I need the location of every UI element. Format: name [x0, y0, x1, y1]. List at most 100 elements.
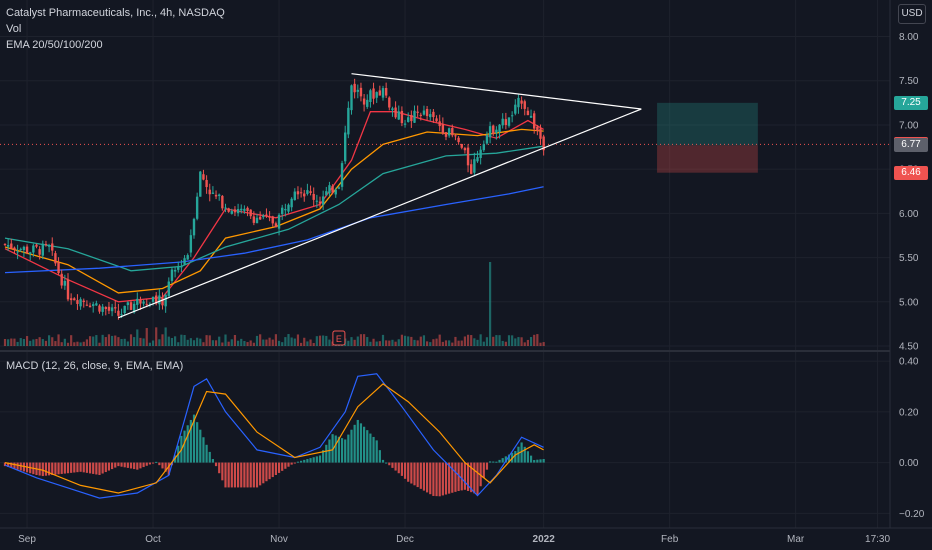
trendline	[351, 73, 642, 110]
volume-bar	[85, 339, 88, 346]
candle-body	[129, 302, 133, 310]
volume-bar	[240, 338, 243, 346]
macd-histogram-bar	[312, 457, 315, 463]
macd-histogram-bar	[214, 462, 218, 467]
macd-histogram-bar	[13, 462, 16, 469]
volume-bar	[375, 341, 378, 346]
candle-body	[104, 307, 107, 309]
symbol-title[interactable]: Catalyst Pharmaceuticals, Inc., 4h, NASD…	[6, 7, 225, 19]
candle-body	[32, 245, 35, 253]
volume-bar	[498, 335, 501, 346]
candle-body	[340, 163, 344, 187]
volume-bar	[186, 339, 189, 346]
volume-bar	[426, 341, 429, 346]
volume-bar	[318, 335, 322, 346]
volume-bar	[79, 342, 82, 346]
candle-body	[224, 207, 227, 209]
volume-bar	[400, 334, 403, 346]
candle-body	[281, 207, 284, 215]
macd-histogram-bar	[473, 462, 476, 494]
macd-histogram-bar	[167, 462, 170, 475]
macd-histogram-bar	[101, 462, 104, 474]
volume-bar	[359, 334, 363, 346]
volume-bar	[517, 337, 520, 346]
candle-body	[180, 266, 183, 268]
macd-histogram-bar	[375, 440, 378, 463]
macd-histogram-bar	[243, 462, 246, 488]
volume-bar	[438, 334, 441, 346]
volume-bar	[145, 328, 148, 346]
volume-bar	[107, 334, 111, 346]
volume-bar	[88, 336, 92, 346]
candle-body	[240, 208, 243, 211]
volume-bar	[35, 338, 38, 346]
time-tick-label: Nov	[270, 534, 288, 545]
volume-bar	[306, 341, 309, 346]
candle-body	[296, 191, 300, 195]
volume-bar	[290, 337, 293, 346]
macd-histogram-bar	[451, 462, 454, 493]
volume-bar	[407, 336, 410, 346]
volume-bar	[441, 341, 444, 346]
candle-body	[227, 208, 230, 212]
volume-bar	[199, 338, 202, 346]
volume-bar	[281, 342, 284, 346]
candle-body	[372, 88, 375, 99]
candle-body	[495, 129, 498, 133]
candle-body	[79, 299, 82, 307]
candle-body	[277, 214, 281, 229]
candle-body	[211, 192, 215, 194]
macd-histogram-bar	[259, 462, 262, 486]
candle-body	[466, 147, 470, 166]
candle-body	[25, 246, 29, 254]
candle-body	[444, 132, 448, 137]
candle-body	[186, 255, 189, 260]
candle-body	[233, 209, 237, 213]
macd-histogram-bar	[227, 462, 230, 488]
candle-body	[92, 304, 95, 307]
volume-bar	[495, 335, 498, 346]
volume-bar	[363, 334, 366, 346]
price-tag: 6.77	[894, 138, 928, 153]
macd-legend[interactable]: MACD (12, 26, close, 9, EMA, EMA)	[6, 360, 184, 372]
volume-legend[interactable]: Vol	[6, 23, 22, 35]
volume-bar	[501, 340, 504, 346]
volume-bar	[57, 334, 60, 346]
volume-bar	[476, 339, 479, 346]
ema-line	[4, 145, 544, 272]
candle-body	[510, 115, 514, 117]
candle-body	[151, 296, 155, 302]
volume-bar	[350, 337, 353, 346]
volume-bar	[432, 339, 435, 346]
candle-body	[95, 303, 98, 306]
macd-histogram-bar	[199, 429, 202, 463]
candle-body	[413, 110, 416, 123]
volume-bar	[10, 338, 13, 346]
volume-bar	[533, 334, 536, 346]
volume-bar	[76, 341, 79, 346]
currency-button[interactable]: USD	[898, 4, 926, 24]
volume-bar	[328, 339, 331, 346]
volume-bar	[296, 334, 300, 346]
candle-body	[362, 98, 366, 105]
volume-bar	[504, 341, 507, 346]
candle-body	[195, 196, 199, 219]
ema-legend[interactable]: EMA 20/50/100/200	[6, 39, 103, 51]
volume-bar	[237, 340, 240, 346]
volume-bar	[460, 340, 463, 346]
candle-body	[347, 107, 350, 135]
price-tick-label: 5.00	[899, 297, 919, 308]
macd-histogram-bar	[126, 462, 129, 468]
macd-histogram-bar	[542, 459, 545, 463]
candle-body	[63, 280, 67, 286]
candle-body	[331, 185, 334, 193]
candle-body	[41, 243, 44, 256]
volume-bar	[101, 334, 104, 346]
time-tick-label: Feb	[661, 534, 679, 545]
macd-histogram-bar	[391, 462, 394, 468]
candle-body	[318, 201, 322, 204]
candle-body	[473, 159, 476, 173]
macd-histogram-bar	[66, 462, 70, 474]
grid	[0, 0, 890, 528]
